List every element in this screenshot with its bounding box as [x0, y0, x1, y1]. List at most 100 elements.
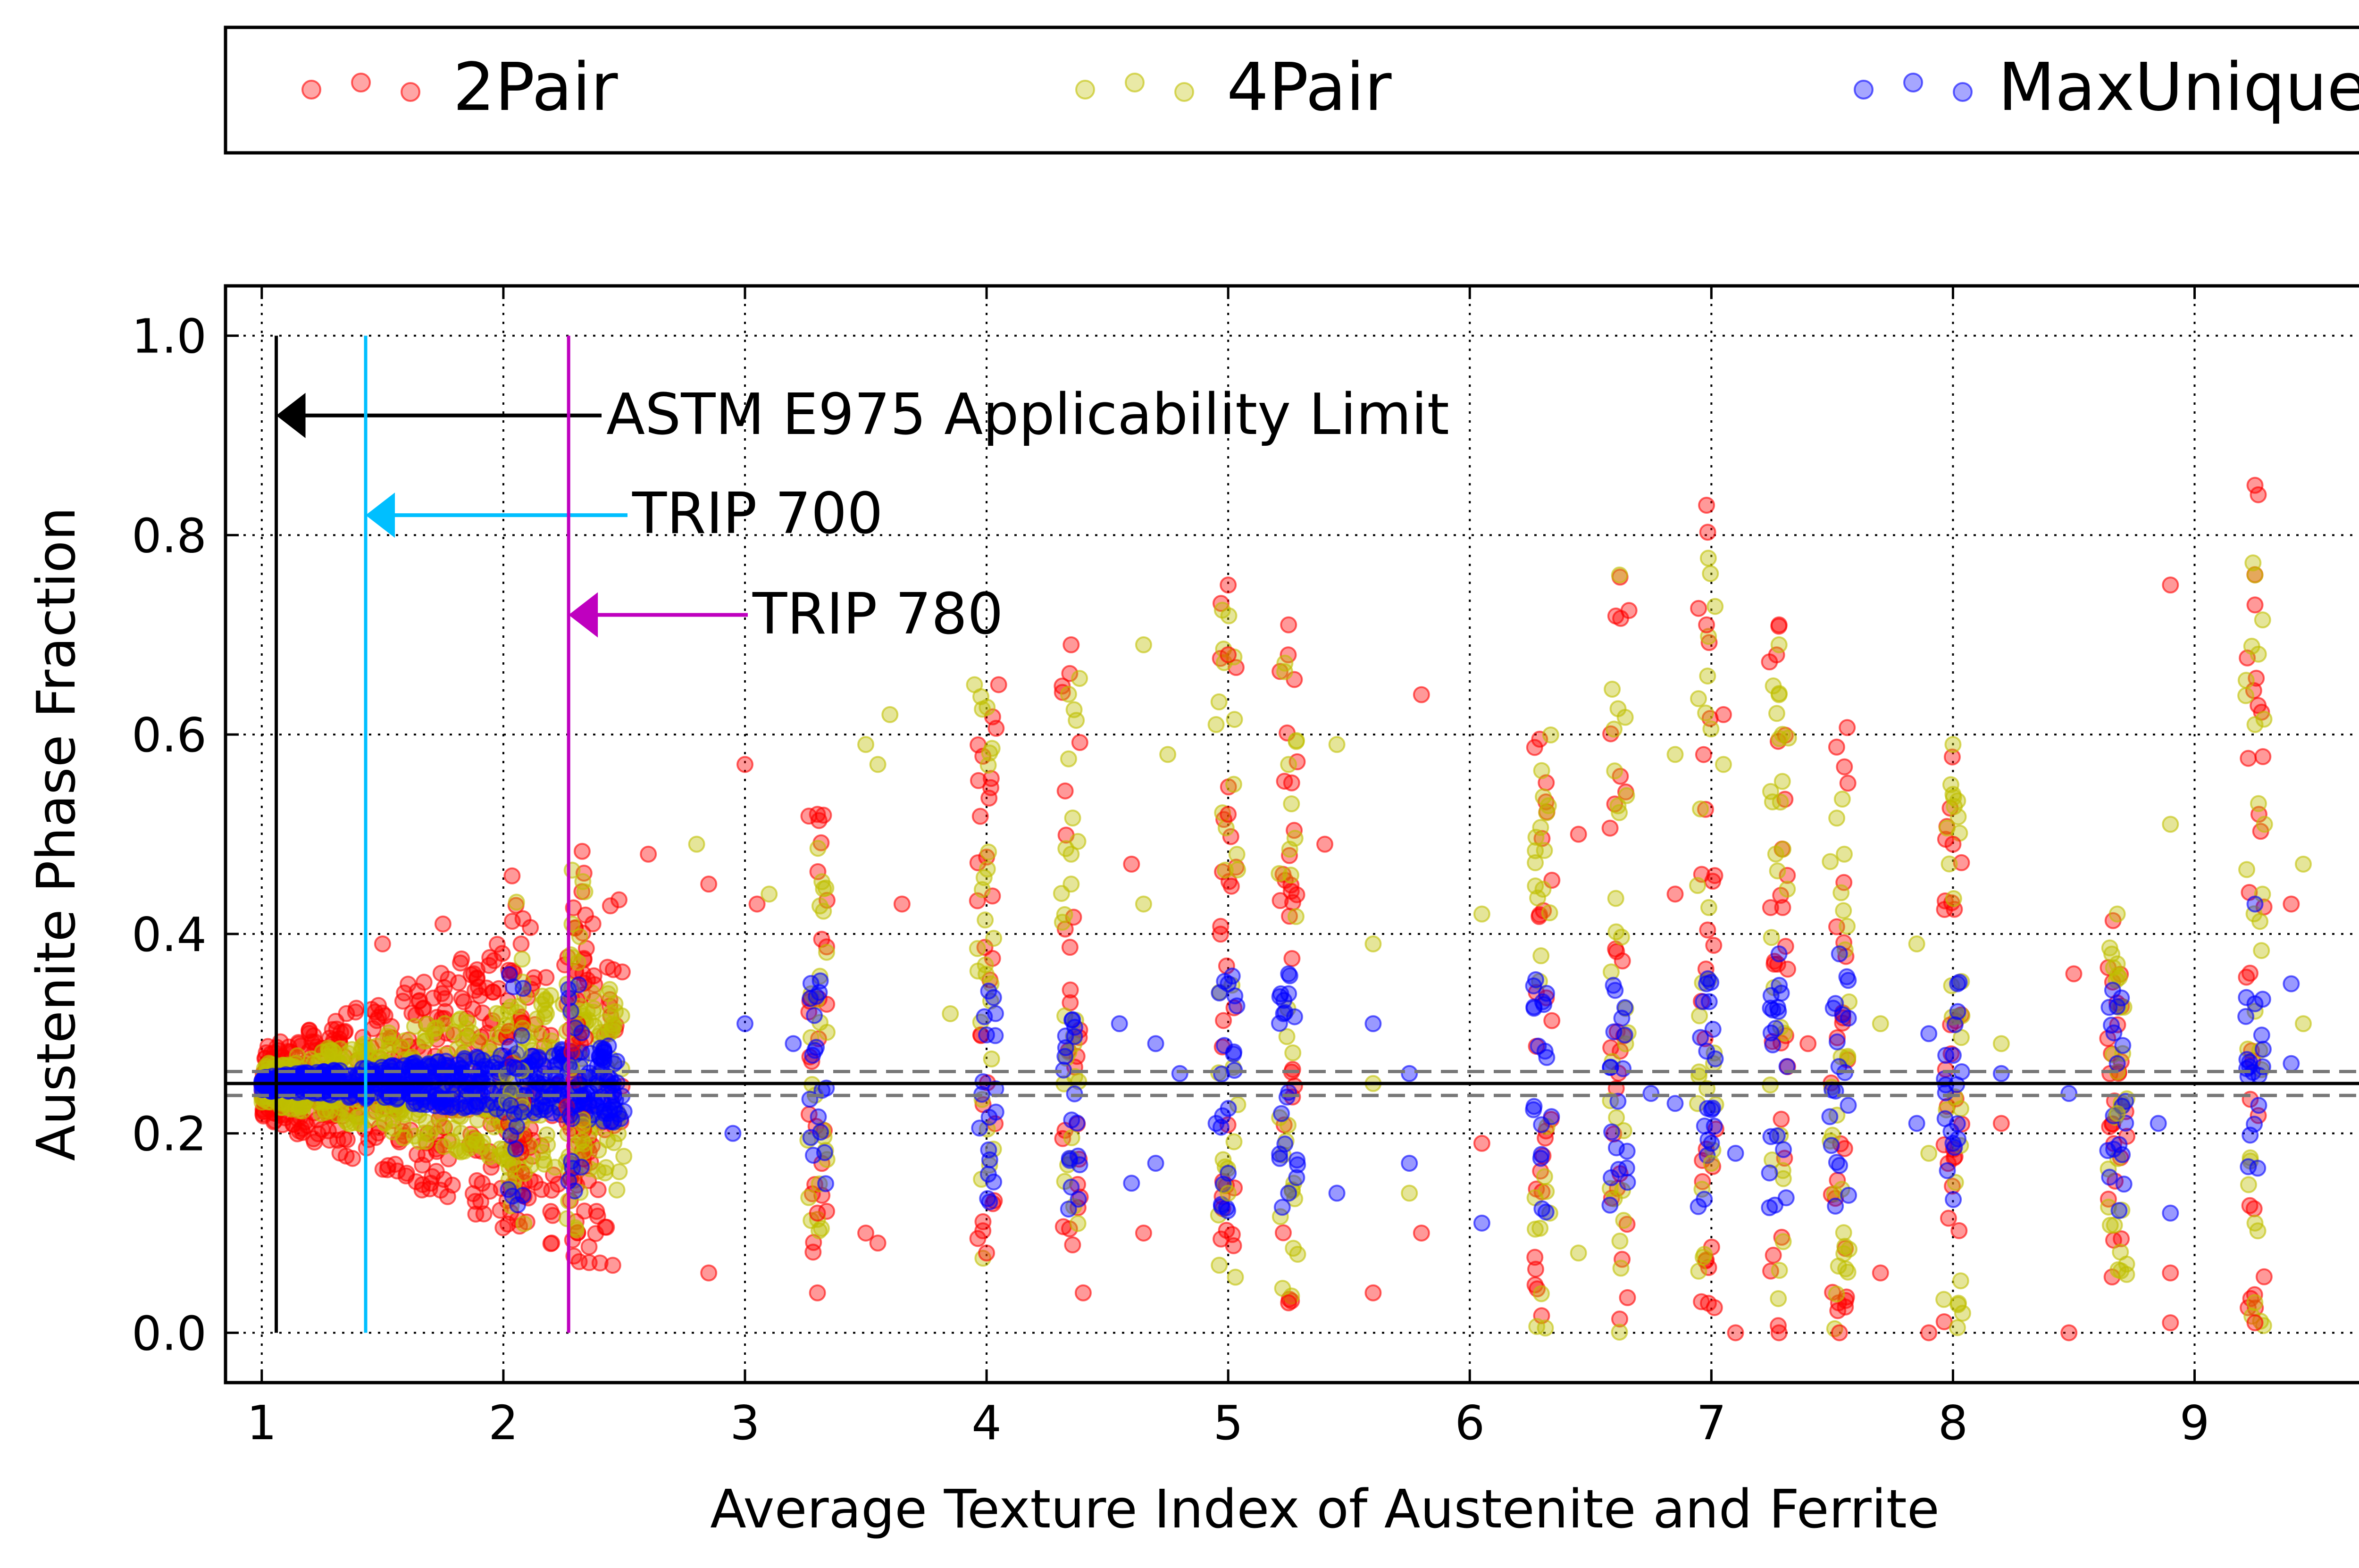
data-point — [443, 1176, 461, 1194]
data-point — [1281, 841, 1298, 858]
data-point — [2256, 816, 2273, 833]
data-point — [1280, 1184, 1297, 1202]
data-point — [374, 935, 391, 952]
data-point — [1611, 1310, 1629, 1328]
data-point — [1062, 876, 1080, 893]
data-point — [1689, 1095, 1706, 1112]
data-point — [1770, 686, 1788, 703]
data-point — [2246, 716, 2264, 733]
legend-dot — [351, 73, 371, 92]
data-point — [1698, 1043, 1715, 1060]
data-point — [1949, 1003, 1966, 1020]
data-point — [599, 959, 616, 976]
data-point — [987, 1027, 1004, 1044]
data-point — [444, 1120, 462, 1137]
data-point — [2246, 566, 2264, 584]
legend-dot — [301, 80, 321, 100]
data-point — [570, 1253, 588, 1270]
data-point — [1829, 1029, 1846, 1046]
data-point — [2253, 1026, 2270, 1044]
data-point — [532, 1101, 549, 1119]
data-point — [1827, 1197, 1844, 1215]
data-point — [857, 736, 875, 753]
data-point — [785, 1035, 802, 1052]
data-point — [1872, 1015, 1889, 1033]
data-point — [1697, 801, 1714, 818]
data-point — [570, 976, 587, 993]
data-point — [969, 940, 986, 957]
data-point — [514, 980, 532, 997]
data-point — [1693, 1293, 1710, 1310]
data-point — [537, 992, 554, 1009]
data-point — [2250, 1097, 2267, 1114]
data-point — [1611, 1232, 1629, 1250]
data-point — [1770, 945, 1788, 963]
data-point — [971, 1119, 988, 1137]
data-point — [1060, 1201, 1077, 1218]
data-point — [1769, 862, 1786, 880]
data-point — [1526, 1220, 1544, 1238]
data-point — [1689, 877, 1707, 894]
data-point — [1283, 795, 1300, 813]
data-point — [1284, 1044, 1302, 1061]
data-point — [1839, 719, 1856, 736]
data-point — [1065, 701, 1083, 718]
data-point — [1222, 828, 1239, 845]
data-point — [1057, 1027, 1074, 1045]
data-point — [587, 1225, 604, 1243]
data-point — [808, 1039, 825, 1056]
data-point — [1271, 865, 1288, 882]
data-point — [535, 1155, 553, 1173]
data-point — [338, 1005, 355, 1022]
data-point — [1210, 693, 1228, 710]
data-point — [805, 1007, 823, 1024]
data-point — [1061, 665, 1079, 682]
data-point — [1061, 1220, 1078, 1238]
data-point — [2108, 1105, 2126, 1122]
data-point — [1535, 996, 1553, 1013]
data-point — [2254, 1041, 2272, 1058]
data-point — [1839, 917, 1856, 935]
data-point — [1727, 1144, 1744, 1162]
data-point — [1950, 1222, 1968, 1239]
data-point — [736, 1015, 753, 1033]
data-point — [503, 912, 521, 930]
data-point — [1527, 854, 1544, 871]
data-point — [1525, 1098, 1543, 1115]
data-point — [1526, 1276, 1544, 1293]
data-point — [809, 863, 827, 880]
data-point — [2150, 1115, 2167, 1132]
data-point — [1836, 1238, 1854, 1255]
data-point — [808, 988, 825, 1005]
data-point — [502, 998, 519, 1016]
data-point — [573, 842, 591, 860]
data-point — [1666, 885, 1684, 903]
data-point — [1529, 889, 1547, 907]
data-point — [1775, 1141, 1792, 1158]
legend-dot — [1854, 80, 1874, 100]
data-point — [1287, 908, 1305, 926]
data-point — [1762, 1128, 1780, 1145]
data-point — [1289, 1245, 1306, 1263]
data-point — [979, 757, 997, 774]
data-point — [1159, 746, 1177, 763]
data-point — [1835, 845, 1853, 863]
data-point — [1609, 700, 1627, 717]
data-point — [1543, 1012, 1561, 1029]
data-point — [1770, 1290, 1787, 1307]
data-point — [367, 1129, 385, 1146]
data-point — [1283, 774, 1300, 792]
data-point — [437, 1052, 455, 1070]
data-point — [602, 897, 619, 915]
data-point — [485, 952, 503, 969]
data-point — [1533, 1200, 1551, 1218]
data-point — [1288, 1151, 1306, 1169]
data-point — [974, 1073, 992, 1091]
data-point — [1062, 636, 1080, 653]
data-point — [421, 1180, 438, 1198]
data-point — [365, 1084, 383, 1102]
data-point — [1715, 756, 1732, 773]
data-point — [1280, 616, 1297, 634]
data-point — [573, 1132, 591, 1150]
data-point — [1949, 1294, 1967, 1312]
